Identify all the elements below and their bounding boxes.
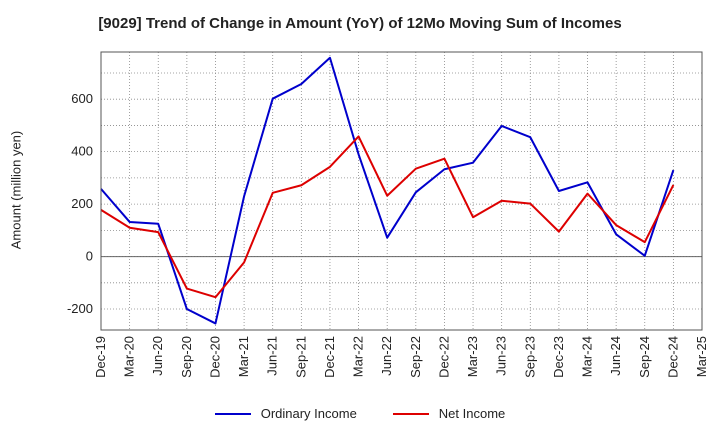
x-tick-label: Mar-24 <box>580 336 595 377</box>
x-tick-label: Dec-19 <box>93 336 108 378</box>
x-tick-label: Mar-21 <box>236 336 251 377</box>
y-tick-label: 600 <box>71 91 93 106</box>
x-tick-label: Sep-20 <box>179 336 194 378</box>
y-tick-labels: -200 0 200 400 600 <box>67 91 93 316</box>
grid-lines <box>100 52 703 330</box>
x-tick-label: Dec-23 <box>551 336 566 378</box>
legend-swatch <box>214 412 251 415</box>
series-lines <box>100 56 675 325</box>
y-tick-label: -200 <box>67 301 93 316</box>
y-tick-label: 400 <box>71 144 93 159</box>
x-tick-label: Jun-20 <box>150 336 165 376</box>
chart-title: [9029] Trend of Change in Amount (YoY) o… <box>98 15 622 32</box>
x-tick-label: Jun-21 <box>265 336 280 376</box>
series-line-ordinary-income <box>100 56 675 325</box>
x-tick-label: Mar-22 <box>351 336 366 377</box>
legend-label: Ordinary Income <box>260 406 357 421</box>
x-tick-label: Jun-24 <box>608 336 623 376</box>
x-tick-labels: Dec-19 Mar-20 Jun-20 Sep-20 Dec-20 Mar-21 Jun-… <box>93 336 709 378</box>
y-tick-label: 0 <box>86 249 93 264</box>
x-tick-label: Mar-25 <box>694 336 709 377</box>
y-tick-label: 200 <box>71 196 93 211</box>
x-tick-label: Jun-23 <box>494 336 509 376</box>
plot-frame <box>100 51 703 331</box>
x-tick-label: Sep-23 <box>522 336 537 378</box>
series-line-net-income <box>100 135 675 299</box>
x-tick-label: Sep-21 <box>293 336 308 378</box>
legend-item: Ordinary Income <box>214 406 357 421</box>
x-tick-label: Dec-24 <box>665 336 680 378</box>
x-tick-label: Mar-23 <box>465 336 480 377</box>
x-tick-label: Sep-24 <box>637 336 652 378</box>
legend-item: Net Income <box>392 406 506 421</box>
x-tick-label: Dec-22 <box>436 336 451 378</box>
x-tick-label: Dec-20 <box>207 336 222 378</box>
legend: Ordinary Income Net Income <box>0 406 720 421</box>
legend-swatch <box>392 412 429 415</box>
x-tick-label: Sep-22 <box>408 336 423 378</box>
x-tick-label: Dec-21 <box>322 336 337 378</box>
x-tick-label: Jun-22 <box>379 336 394 376</box>
legend-label: Net Income <box>438 406 506 421</box>
x-tick-label: Mar-20 <box>122 336 137 377</box>
